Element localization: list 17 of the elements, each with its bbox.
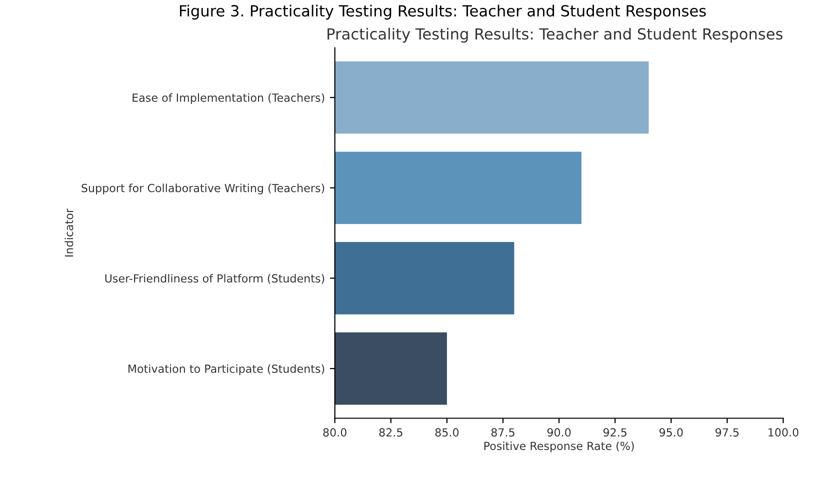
x-tick-label: 95.0: [659, 428, 683, 437]
y-tick-label: Support for Collaborative Writing (Teachers): [82, 184, 324, 194]
x-tick-label: 92.5: [603, 428, 626, 437]
x-tick-label: 85.0: [435, 428, 459, 437]
x-tick-label: 97.5: [716, 428, 739, 437]
x-tick-label: 82.5: [379, 428, 402, 437]
caption: Figure 3. Practicality Testing Results: Teacher and Student Responses: [180, 4, 706, 20]
x-tick-label: 90.0: [547, 428, 571, 437]
x-tick-label: 100.0: [768, 428, 798, 437]
x-tick-label: 87.5: [491, 428, 514, 437]
y-axis-title: Indicator: [64, 208, 74, 256]
y-tick-label: User-Friendliness of Platform (Students): [105, 274, 324, 284]
chart-title: Practicality Testing Results: Teacher and Student Responses: [328, 28, 782, 43]
x-tick-label: 80.0: [323, 428, 346, 437]
x-axis-title: Positive Response Rate (%): [484, 442, 634, 452]
y-tick-label: Ease of Implementation (Teachers): [132, 93, 324, 104]
y-tick-label: Motivation to Participate (Students): [128, 364, 324, 376]
